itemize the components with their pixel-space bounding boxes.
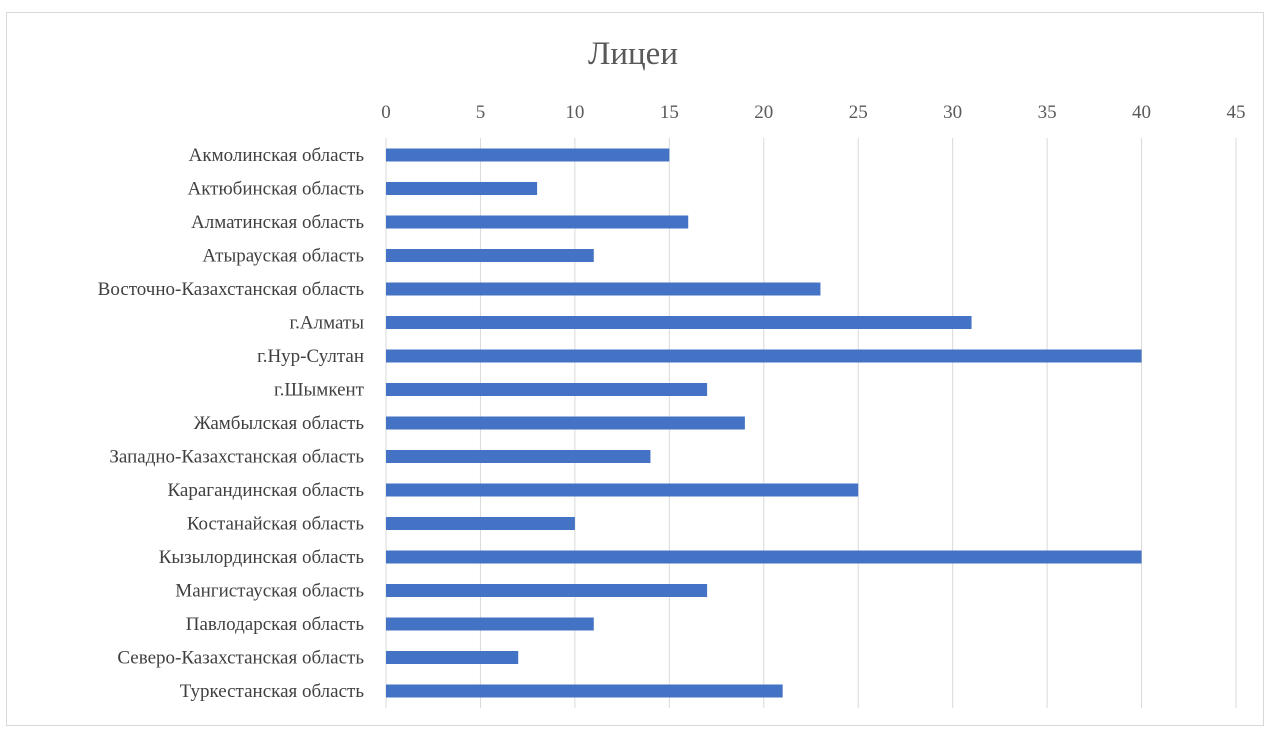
category-label: Кызылординская область bbox=[159, 547, 365, 568]
bar bbox=[386, 450, 651, 463]
category-label: Костанайская область bbox=[187, 514, 365, 535]
category-labels: Акмолинская область Актюбинская область Ал… bbox=[98, 145, 365, 702]
bar bbox=[386, 215, 689, 229]
bar bbox=[386, 483, 859, 497]
x-tick-label: 45 bbox=[1227, 102, 1246, 123]
bar bbox=[386, 316, 972, 329]
bar bbox=[386, 383, 708, 396]
category-label: Восточно-Казахстанская область bbox=[98, 279, 365, 300]
bar bbox=[386, 148, 670, 162]
x-tick-label: 10 bbox=[565, 102, 584, 123]
category-label: Акмолинская область bbox=[189, 145, 365, 166]
category-label: Павлодарская область bbox=[186, 614, 365, 635]
bar bbox=[386, 550, 1142, 564]
category-label: Жамбылская область bbox=[194, 413, 365, 434]
bar bbox=[386, 282, 821, 296]
category-label: Алматинская область bbox=[191, 212, 364, 233]
category-label: Северо-Казахстанская область bbox=[117, 648, 364, 669]
category-label: Западно-Казахстанская область bbox=[109, 447, 364, 468]
category-label: Мангистауская область bbox=[175, 581, 364, 602]
x-tick-label: 35 bbox=[1038, 102, 1057, 123]
bars bbox=[386, 148, 1142, 698]
bar bbox=[386, 617, 594, 631]
bar bbox=[386, 182, 538, 195]
bar bbox=[386, 584, 708, 597]
bar bbox=[386, 651, 519, 664]
category-label: г.Нур-Султан bbox=[257, 346, 364, 367]
x-tick-label: 25 bbox=[849, 102, 868, 123]
category-label: Актюбинская область bbox=[187, 179, 364, 200]
bar bbox=[386, 684, 783, 698]
category-label: Карагандинская область bbox=[168, 480, 365, 501]
category-label: г.Алматы bbox=[289, 313, 364, 334]
bar bbox=[386, 249, 594, 262]
x-tick-label: 20 bbox=[754, 102, 773, 123]
x-axis-tick-labels: 0 5 10 15 20 25 30 35 40 45 bbox=[381, 102, 1245, 123]
x-tick-label: 5 bbox=[476, 102, 486, 123]
bar bbox=[386, 416, 745, 430]
category-label: г.Шымкент bbox=[274, 380, 365, 401]
bar bbox=[386, 349, 1142, 363]
x-tick-label: 40 bbox=[1132, 102, 1151, 123]
x-tick-label: 15 bbox=[660, 102, 679, 123]
bar bbox=[386, 517, 575, 530]
x-tick-label: 0 bbox=[381, 102, 391, 123]
chart-title: Лицеи bbox=[587, 36, 678, 72]
x-tick-label: 30 bbox=[943, 102, 962, 123]
category-label: Туркестанская область bbox=[180, 681, 365, 702]
category-label: Атырауская область bbox=[202, 246, 364, 267]
chart-frame bbox=[6, 12, 1264, 726]
